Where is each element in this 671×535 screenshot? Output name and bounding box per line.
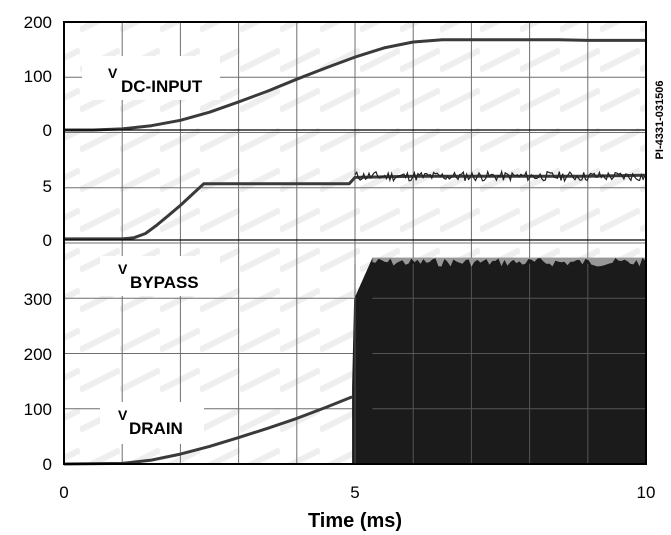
x-axis: 0 5 10 Time (ms) bbox=[59, 483, 655, 532]
trace-label-backdrop bbox=[82, 56, 220, 100]
y-tick-label: 100 bbox=[24, 400, 52, 419]
trace-label-bypass: V BYPASS bbox=[100, 256, 220, 296]
switching-layer bbox=[352, 257, 646, 464]
x-tick-label: 5 bbox=[350, 483, 359, 502]
y-tick-label: 100 bbox=[24, 67, 52, 86]
y-tick-label: 0 bbox=[43, 455, 52, 474]
x-tick-label: 0 bbox=[59, 483, 68, 502]
y-tick-label: 0 bbox=[43, 121, 52, 140]
x-tick-label: 10 bbox=[637, 483, 656, 502]
y-axis: 200 100 0 5 0 300 200 100 0 bbox=[24, 13, 52, 474]
switching-noise-edge bbox=[372, 257, 646, 267]
trace-label-dc-input-main: V bbox=[108, 65, 118, 81]
y-tick-label: 200 bbox=[24, 345, 52, 364]
drain-switching-region bbox=[352, 257, 646, 464]
panel-dividers bbox=[64, 129, 646, 241]
y-tick-label: 300 bbox=[24, 290, 52, 309]
series-line-v-dc-input bbox=[64, 38, 646, 132]
trace-label-bypass-main: V bbox=[118, 261, 128, 277]
series-line-v-bypass-noise bbox=[354, 169, 646, 183]
plot-frame bbox=[63, 21, 647, 465]
trace-label-backdrop bbox=[100, 256, 220, 296]
trace-label-bypass-sub: BYPASS bbox=[130, 273, 199, 292]
trace-label-drain: V DRAIN bbox=[100, 402, 204, 444]
x-axis-title: Time (ms) bbox=[308, 510, 402, 532]
trace-label-drain-main: V bbox=[118, 407, 128, 423]
trace-label-backdrop bbox=[100, 402, 204, 444]
trace-label-dc-input: V DC-INPUT bbox=[82, 56, 220, 100]
trace-label-drain-sub: DRAIN bbox=[129, 419, 183, 438]
trace-label-dc-input-sub: DC-INPUT bbox=[121, 77, 203, 96]
plot-area bbox=[63, 21, 647, 466]
y-tick-label: 200 bbox=[24, 13, 52, 32]
reference-code: PI-4331-031506 bbox=[654, 81, 666, 160]
y-tick-label: 0 bbox=[43, 231, 52, 250]
series-line-v-drain bbox=[63, 395, 353, 466]
y-tick-label: 5 bbox=[43, 177, 52, 196]
series-layer bbox=[63, 38, 647, 466]
